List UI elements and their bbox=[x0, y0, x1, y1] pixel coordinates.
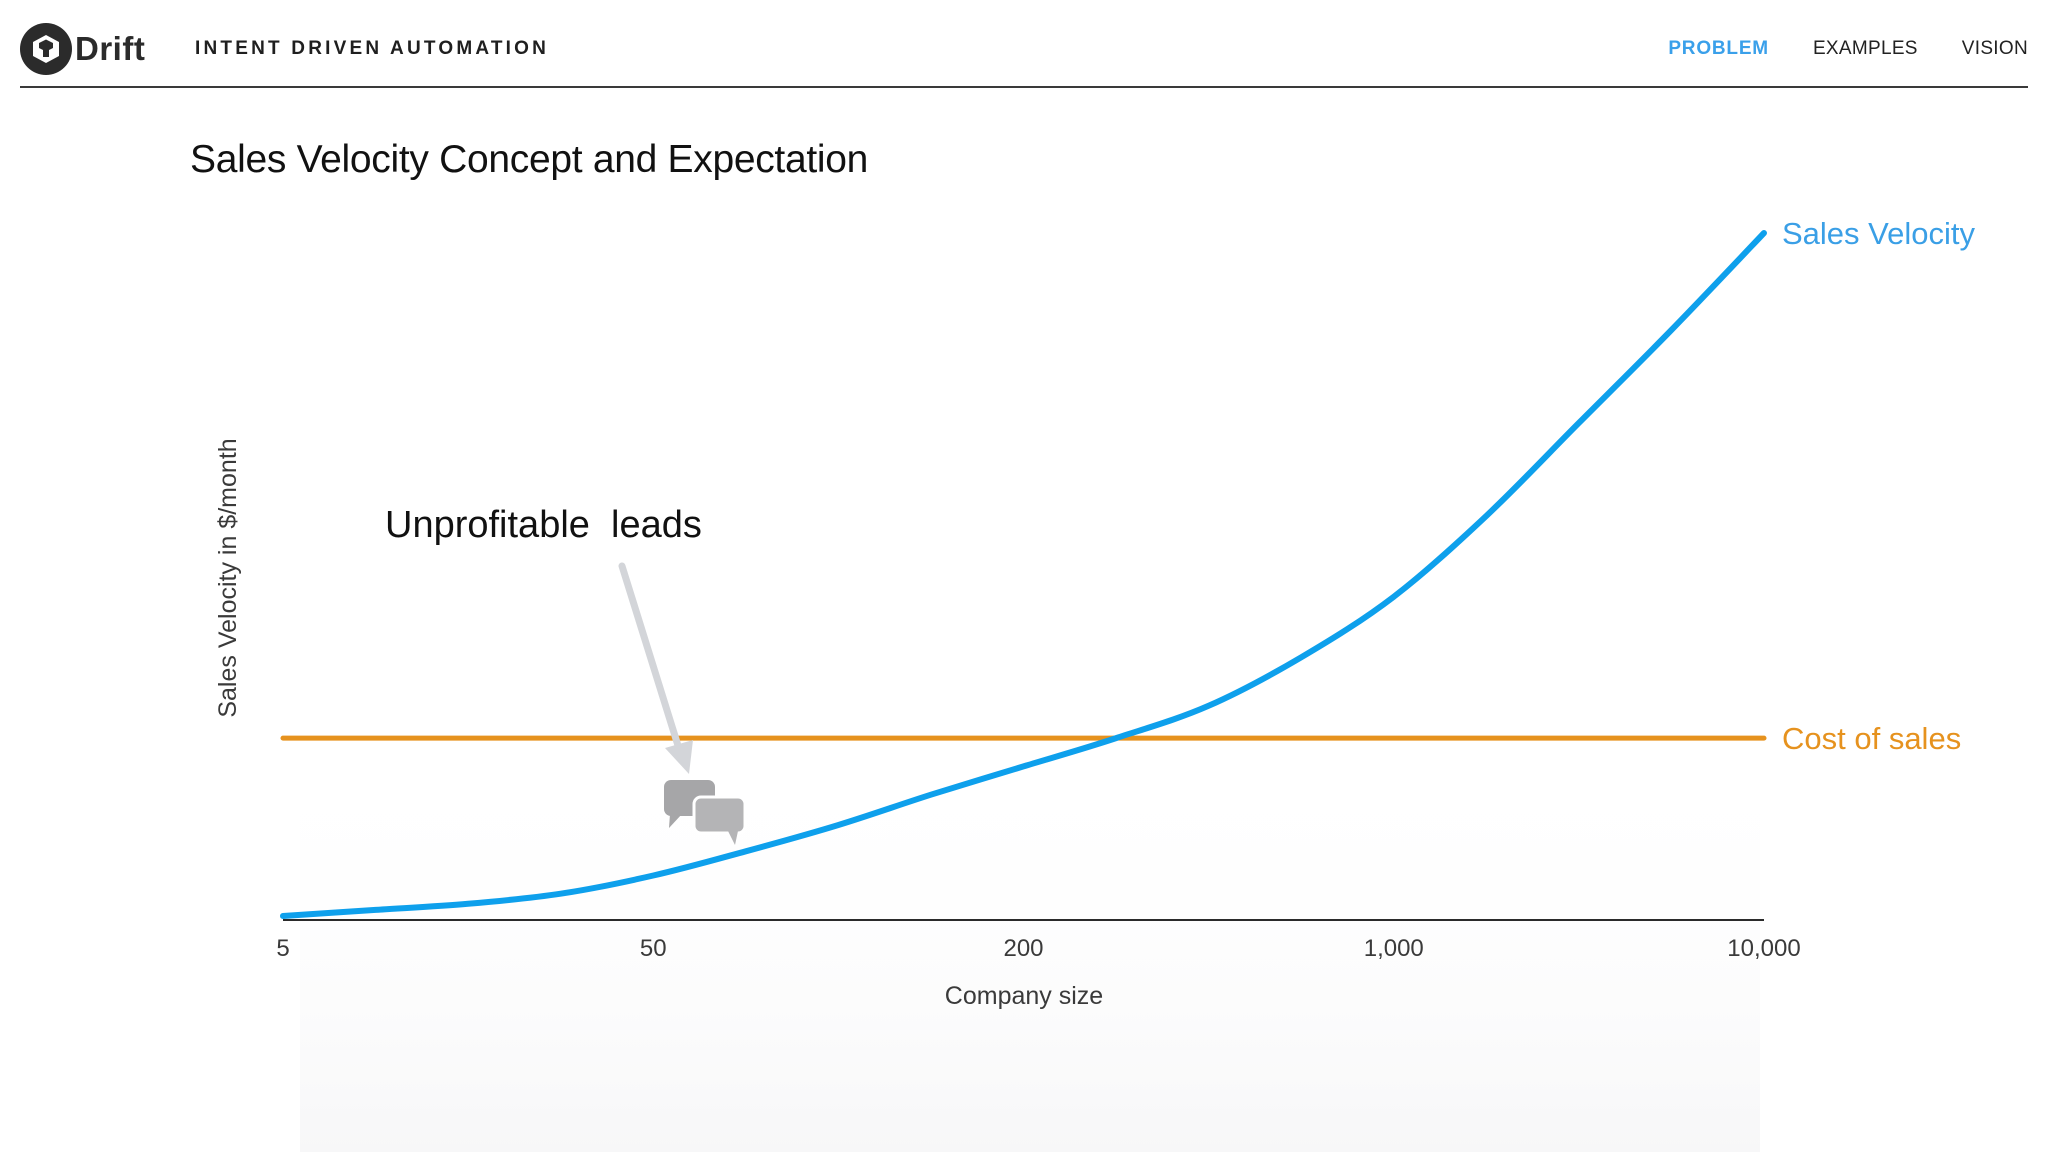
nav-vision[interactable]: VISION bbox=[1961, 38, 2028, 59]
top-nav: PROBLEM EXAMPLES VISION bbox=[1668, 38, 2028, 60]
tagline: INTENT DRIVEN AUTOMATION bbox=[195, 38, 550, 59]
x-axis-label: Company size bbox=[945, 982, 1103, 1010]
annotation-text: Unprofitable leads bbox=[385, 504, 702, 546]
series-layer: Cost of sales Sales Velocity bbox=[280, 216, 1975, 919]
x-tick-label: 50 bbox=[640, 935, 667, 962]
series-label-cost-of-sales: Cost of sales bbox=[1782, 721, 1961, 756]
slide-title: Sales Velocity Concept and Expectation bbox=[190, 138, 869, 181]
drift-logo[interactable]: Drift bbox=[20, 22, 145, 76]
shadow-band bbox=[300, 740, 1760, 1152]
nav-examples[interactable]: EXAMPLES bbox=[1812, 38, 1918, 59]
header: Drift INTENT DRIVEN AUTOMATION PROBLEM E… bbox=[0, 0, 2048, 88]
header-divider bbox=[20, 86, 2028, 88]
nav-problem[interactable]: PROBLEM bbox=[1668, 38, 1769, 59]
annotation-arrow-shaft bbox=[618, 562, 684, 756]
x-tick-label: 1,000 bbox=[1364, 935, 1424, 962]
y-axis-label: Sales Velocity in $/month bbox=[214, 438, 242, 717]
sales-velocity-line bbox=[280, 230, 1767, 919]
series-label-sales-velocity: Sales Velocity bbox=[1782, 216, 1975, 251]
x-tick-labels: 5 50 200 1,000 10,000 bbox=[276, 935, 1800, 962]
drift-logo-icon bbox=[20, 23, 72, 75]
x-tick-label: 5 bbox=[276, 935, 289, 962]
chat-bubbles-icon bbox=[664, 780, 747, 845]
annotation-arrow-head bbox=[665, 740, 693, 774]
x-tick-label: 10,000 bbox=[1727, 935, 1800, 962]
logo-text: Drift bbox=[75, 30, 146, 67]
x-tick-label: 200 bbox=[1003, 935, 1043, 962]
